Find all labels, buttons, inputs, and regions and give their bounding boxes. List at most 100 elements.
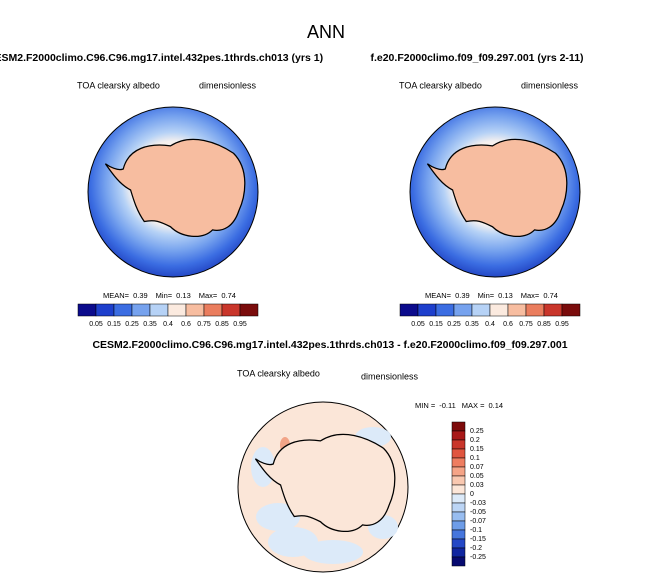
colorbar-label: -0.05 [470, 509, 486, 516]
stat-value: 0.13 [176, 291, 191, 300]
colorbar-label: 0.75 [519, 321, 533, 328]
colorbar-label: 0.6 [503, 321, 513, 328]
figure-title: ANN [307, 22, 345, 42]
colorbar-box [451, 556, 466, 567]
stat-label: Max= [199, 291, 218, 300]
colorbar-box [451, 529, 466, 540]
colorbar-box [113, 303, 133, 317]
colorbar-box [451, 475, 466, 486]
colorbar-label: 0.07 [470, 464, 484, 471]
colorbar-box [451, 448, 466, 459]
colorbar-label: 0.05 [89, 321, 103, 328]
colorbar-label: 0.4 [485, 321, 495, 328]
colorbar-label: 0.15 [107, 321, 121, 328]
stat-value: -0.11 [439, 401, 456, 410]
colorbar-label: 0.03 [470, 482, 484, 489]
colorbar-box [239, 303, 259, 317]
colorbar-label: 0.85 [537, 321, 551, 328]
colorbar-box [453, 303, 473, 317]
stat-value: 0.74 [221, 291, 236, 300]
colorbar-label: -0.25 [470, 554, 486, 561]
colorbar-label: -0.03 [470, 500, 486, 507]
colorbar-label: 0.15 [470, 446, 484, 453]
colorbar-box [399, 303, 419, 317]
map-patch [303, 540, 363, 564]
colorbar-label: 0.05 [411, 321, 425, 328]
variable: TOA clearsky albedo [399, 80, 482, 90]
stat-label: Min= [156, 291, 173, 300]
colorbar-label: 0.25 [470, 428, 484, 435]
colorbar-label: -0.15 [470, 536, 486, 543]
colorbar-box [451, 421, 466, 432]
colorbar-label: -0.07 [470, 518, 486, 525]
colorbar-box [451, 439, 466, 450]
colorbar-box [167, 303, 187, 317]
stat-label: MEAN= [103, 291, 130, 300]
colorbar-label: 0.25 [125, 321, 139, 328]
stat-label: Max= [521, 291, 540, 300]
colorbar-box [451, 502, 466, 513]
stat-label: MAX = [462, 401, 485, 410]
colorbar-box [149, 303, 169, 317]
polar-map [87, 106, 259, 278]
colorbar-box [471, 303, 491, 317]
stat-value: 0.74 [543, 291, 558, 300]
stat-label: MIN = [415, 401, 436, 410]
colorbar-label: 0.35 [465, 321, 479, 328]
colorbar-box [451, 457, 466, 468]
units: dimensionless [361, 371, 419, 381]
units: dimensionless [199, 80, 257, 90]
colorbar-box [451, 466, 466, 477]
colorbar-label: 0.35 [143, 321, 157, 328]
colorbar-label: 0.95 [233, 321, 247, 328]
variable: TOA clearsky albedo [77, 80, 160, 90]
colorbar-label: 0.4 [163, 321, 173, 328]
colorbar-box [451, 430, 466, 441]
stat-value: 0.14 [488, 401, 503, 410]
colorbar-box [435, 303, 455, 317]
colorbar-label: 0.85 [215, 321, 229, 328]
colorbar-box [203, 303, 223, 317]
variable: TOA clearsky albedo [237, 368, 320, 378]
colorbar-box [561, 303, 581, 317]
panel-case: CESM2.F2000climo.C96.C96.mg17.intel.432p… [0, 52, 323, 64]
colorbar-box [451, 520, 466, 531]
units: dimensionless [521, 80, 579, 90]
colorbar-box [489, 303, 509, 317]
stat-label: Min= [478, 291, 495, 300]
colorbar-box [221, 303, 241, 317]
stat-label: MEAN= [425, 291, 452, 300]
polar-map [237, 401, 409, 573]
colorbar-box [451, 547, 466, 558]
colorbar-box [131, 303, 151, 317]
stat-value: 0.39 [455, 291, 470, 300]
colorbar-label: 0.2 [470, 437, 480, 444]
colorbar-box [417, 303, 437, 317]
colorbar-label: -0.2 [470, 545, 482, 552]
colorbar-box [77, 303, 97, 317]
colorbar-box [451, 538, 466, 549]
colorbar-box [451, 493, 466, 504]
colorbar-box [451, 511, 466, 522]
colorbar-box [95, 303, 115, 317]
colorbar-box [507, 303, 527, 317]
colorbar-label: 0.95 [555, 321, 569, 328]
colorbar-label: 0 [470, 491, 474, 498]
panel-case: f.e20.F2000climo.f09_f09.297.001 (yrs 2-… [370, 52, 583, 64]
colorbar-box [185, 303, 205, 317]
colorbar-label: 0.25 [447, 321, 461, 328]
colorbar-label: 0.05 [470, 473, 484, 480]
colorbar-box [451, 484, 466, 495]
colorbar-label: 0.1 [470, 455, 480, 462]
polar-map [409, 106, 581, 278]
colorbar-label: 0.6 [181, 321, 191, 328]
colorbar-label: -0.1 [470, 527, 482, 534]
stat-value: 0.13 [498, 291, 513, 300]
colorbar-label: 0.15 [429, 321, 443, 328]
stat-value: 0.39 [133, 291, 148, 300]
diff-case: CESM2.F2000climo.C96.C96.mg17.intel.432p… [92, 339, 567, 351]
map-patch [256, 503, 300, 531]
colorbar-box [525, 303, 545, 317]
colorbar-label: 0.75 [197, 321, 211, 328]
